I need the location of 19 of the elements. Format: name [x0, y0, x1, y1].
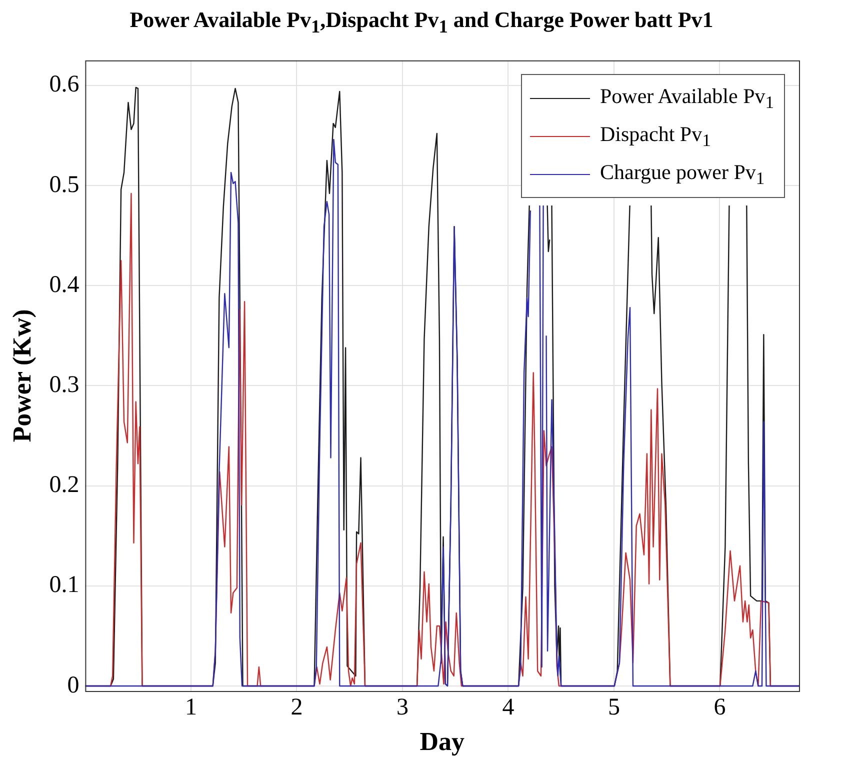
x-tick-label: 4 [502, 694, 514, 721]
y-tick-label: 0.6 [49, 72, 80, 98]
x-tick-label: 1 [184, 694, 197, 721]
y-tick-label: 0.4 [49, 272, 80, 298]
x-tick-label: 5 [608, 694, 620, 721]
legend-label: Dispacht Pv$_{1}$ [600, 122, 711, 151]
y-axis-title: Power (Kw) [7, 309, 36, 442]
y-tick-label: 0 [67, 672, 80, 698]
chart-title: Power Available Pv$_{1}$,Dispacht Pv$_{1}$ and Charge Power batt Pv1 [128, 6, 714, 38]
x-axis-title: Day [420, 727, 464, 756]
legend-label: Power Available Pv$_{1}$ [600, 84, 774, 113]
x-tick-label: 2 [290, 694, 303, 721]
legend-label: Chargue power Pv$_{1}$ [600, 160, 765, 189]
x-tick-label: 6 [714, 694, 726, 721]
y-tick-label: 0.5 [49, 172, 80, 198]
y-tick-label: 0.1 [49, 572, 80, 598]
y-tick-label: 0.2 [49, 472, 80, 498]
y-tick-label: 0.3 [49, 372, 80, 398]
x-tick-label: 3 [396, 694, 408, 721]
